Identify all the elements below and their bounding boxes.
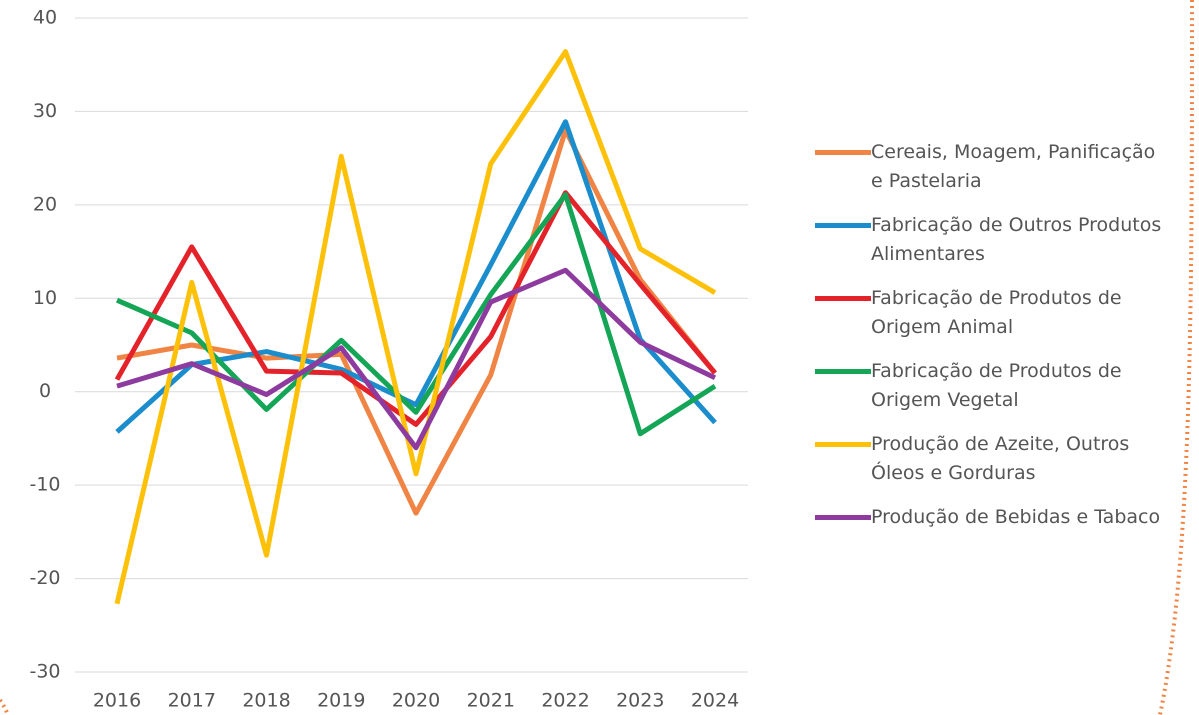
y-tick-label: 20	[33, 193, 57, 215]
legend-label: Fabricação de Produtos de Origem Animal	[871, 287, 1122, 338]
legend-swatch	[815, 442, 871, 447]
legend-swatch	[815, 296, 871, 301]
x-tick-label: 2019	[317, 690, 365, 712]
x-tick-label: 2018	[242, 690, 290, 712]
legend-label: Produção de Azeite, Outros Óleos e Gordu…	[871, 433, 1130, 484]
legend-label: Fabricação de Outros Produtos Alimentare…	[871, 214, 1162, 265]
x-tick-label: 2022	[541, 690, 589, 712]
series-line	[116, 127, 717, 516]
series-line	[114, 190, 717, 427]
legend-entry: Fabricação de Produtos de Origem Vegetal	[815, 357, 1185, 415]
legend-swatch	[815, 369, 871, 374]
y-tick-label: 10	[33, 287, 57, 309]
legend-entry: Produção de Azeite, Outros Óleos e Gordu…	[815, 430, 1185, 488]
x-tick-label: 2016	[93, 690, 141, 712]
x-tick-label: 2020	[392, 690, 440, 712]
legend-entry: Produção de Bebidas e Tabaco	[815, 503, 1185, 532]
x-tick-label: 2021	[467, 690, 515, 712]
series-line	[116, 267, 717, 451]
y-tick-label: 40	[33, 7, 57, 29]
x-tick-label: 2017	[168, 690, 216, 712]
legend-swatch	[815, 223, 871, 228]
legend-label: Produção de Bebidas e Tabaco	[871, 506, 1161, 528]
legend-entry: Fabricação de Outros Produtos Alimentare…	[815, 211, 1185, 269]
legend: Cereais, Moagem, Panificação e Pastelari…	[815, 138, 1185, 547]
y-tick-label: -20	[29, 567, 60, 589]
decorative-border	[0, 698, 10, 715]
x-tick-label: 2023	[616, 690, 664, 712]
y-tick-label: -30	[29, 661, 60, 683]
series-line	[115, 192, 717, 437]
y-tick-label: -10	[29, 474, 60, 496]
x-tick-label: 2024	[691, 690, 739, 712]
legend-entry: Fabricação de Produtos de Origem Animal	[815, 284, 1185, 342]
y-tick-label: 30	[33, 100, 57, 122]
legend-swatch	[815, 150, 871, 155]
legend-label: Cereais, Moagem, Panificação e Pastelari…	[871, 141, 1156, 192]
y-tick-label: 0	[39, 380, 51, 402]
legend-label: Fabricação de Produtos de Origem Vegetal	[871, 360, 1122, 411]
legend-swatch	[815, 515, 871, 520]
decorative-border	[1158, 0, 1194, 715]
legend-entry: Cereais, Moagem, Panificação e Pastelari…	[815, 138, 1185, 196]
